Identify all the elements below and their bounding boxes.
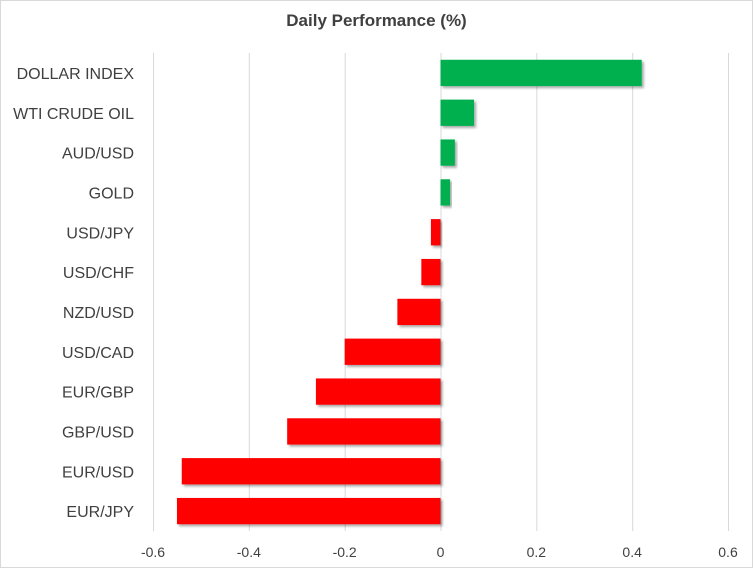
category-label: USD/CHF — [63, 265, 134, 282]
bar-eur-gbp — [315, 378, 441, 405]
category-label: USD/CAD — [62, 345, 134, 362]
category-label: GOLD — [89, 185, 134, 202]
bar-gold — [440, 179, 451, 206]
bar-eur-jpy — [176, 497, 441, 525]
bar-nzd-usd — [397, 298, 441, 326]
bar-usd-chf — [421, 258, 441, 286]
x-tick-label: -0.2 — [333, 544, 357, 560]
x-tick-label: 0 — [437, 544, 445, 560]
x-tick-label: 0.6 — [718, 544, 738, 560]
bar-eur-usd — [181, 458, 441, 485]
category-label: EUR/GBP — [62, 385, 134, 402]
category-label: EUR/USD — [62, 464, 134, 481]
x-tick-label: 0.2 — [527, 544, 547, 560]
bar-gbp-usd — [287, 418, 441, 445]
category-label: EUR/JPY — [66, 504, 134, 521]
bar-wti-crude-oil — [440, 99, 475, 126]
category-label: USD/JPY — [66, 225, 134, 242]
bar-usd-cad — [344, 338, 441, 365]
category-label: DOLLAR INDEX — [17, 66, 135, 83]
bar-aud-usd — [440, 139, 455, 166]
bar-dollar-index — [440, 59, 642, 87]
category-label: AUD/USD — [62, 146, 134, 163]
bar-usd-jpy — [430, 219, 441, 246]
chart-title: Daily Performance (%) — [286, 11, 467, 30]
x-tick-label: 0.4 — [622, 544, 642, 560]
x-tick-label: -0.4 — [237, 544, 261, 560]
category-label: GBP/USD — [62, 424, 134, 441]
x-tick-label: -0.6 — [141, 544, 165, 560]
category-label: NZD/USD — [63, 305, 134, 322]
category-label: WTI CRUDE OIL — [13, 106, 134, 123]
